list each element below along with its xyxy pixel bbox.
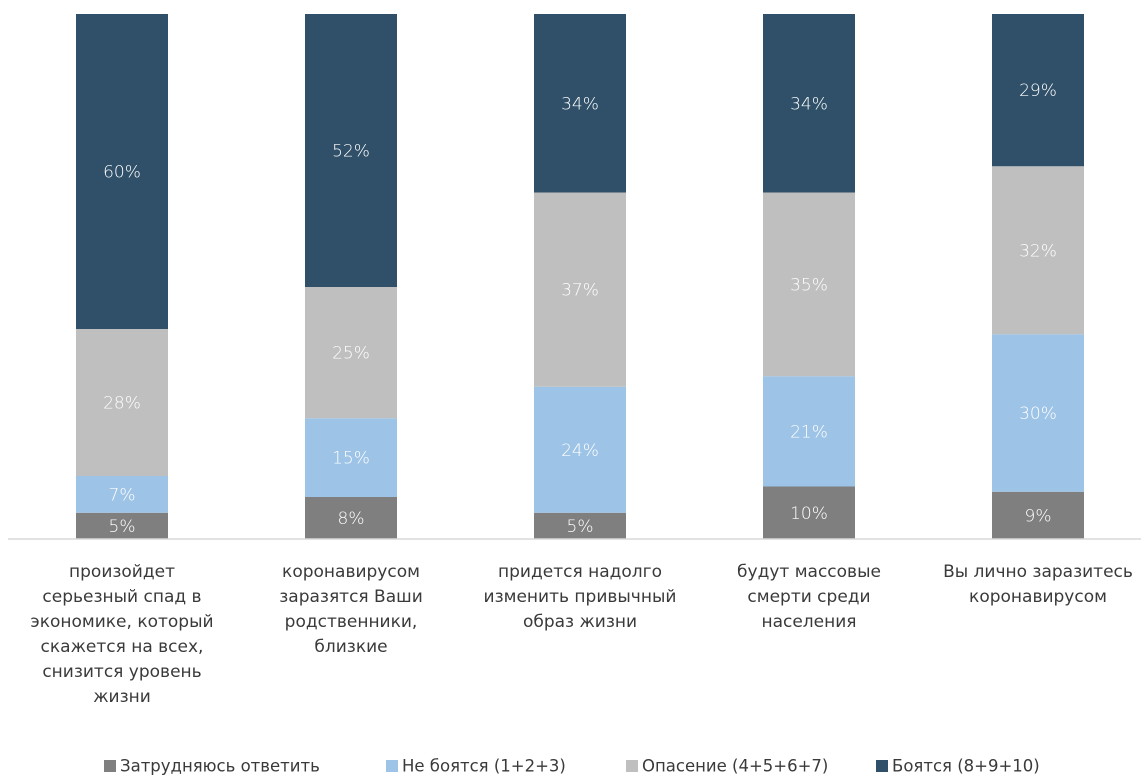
bar-segment-3-series-4 xyxy=(534,14,626,193)
legend-label-4: Боятся (8+9+10) xyxy=(892,757,1040,776)
data-label: 15% xyxy=(332,449,370,469)
data-label: 52% xyxy=(332,142,370,162)
bar-segment-3-series-3 xyxy=(534,192,626,387)
bar-segment-3-series-2 xyxy=(534,386,626,513)
bar-segment-3-series-1 xyxy=(534,512,626,539)
bar-segment-4-series-1 xyxy=(763,486,855,539)
data-label: 29% xyxy=(1019,81,1057,101)
bar-segment-2-series-3 xyxy=(305,287,397,419)
category-label-line: коронавирусом xyxy=(282,562,420,582)
data-label: 8% xyxy=(338,509,365,529)
bar-segment-4-series-2 xyxy=(763,376,855,487)
data-label: 34% xyxy=(561,94,599,114)
category-label-2: коронавирусом заразятся Ваши родственники,… xyxy=(279,562,423,657)
bar-segment-2-series-2 xyxy=(305,418,397,497)
legend-label-1: Затрудняюсь ответить xyxy=(120,757,320,776)
category-label-line: скажется на всех, xyxy=(41,637,204,657)
category-label-4: будут массовые смерти среди населения xyxy=(737,562,881,632)
legend-swatch-4 xyxy=(876,760,888,772)
category-label-line: придется надолго xyxy=(498,562,662,582)
category-label-3: придется надолго изменить привычный образ … xyxy=(484,562,677,632)
legend-label-2: Не боятся (1+2+3) xyxy=(402,757,566,776)
bar-segment-1-series-1 xyxy=(76,512,168,539)
bar-segment-2-series-4 xyxy=(305,14,397,287)
data-label: 9% xyxy=(1025,506,1052,526)
data-label: 34% xyxy=(790,94,828,114)
bar-segment-5-series-3 xyxy=(992,166,1084,335)
bar-segment-1-series-2 xyxy=(76,476,168,513)
category-label-line: будут массовые xyxy=(737,562,881,582)
bar-segment-1-series-3 xyxy=(76,329,168,476)
data-label: 60% xyxy=(103,163,141,183)
category-label-line: коронавирусом xyxy=(969,587,1107,607)
category-label-line: изменить привычный xyxy=(484,587,677,607)
bar-segment-4-series-3 xyxy=(763,192,855,377)
category-label-1: произойдет серьезный спад в экономике, кот… xyxy=(30,562,213,707)
data-label: 5% xyxy=(567,517,594,537)
category-label-line: снизится уровень xyxy=(42,662,201,682)
data-label: 5% xyxy=(109,517,136,537)
category-label-line: Вы лично заразитесь xyxy=(943,562,1133,582)
category-label-line: населения xyxy=(761,612,856,632)
data-label: 7% xyxy=(109,485,136,505)
bar-segment-1-series-4 xyxy=(76,14,168,329)
category-label-line: близкие xyxy=(314,637,387,657)
category-label-line: смерти среди xyxy=(747,587,870,607)
bar-segment-5-series-4 xyxy=(992,14,1084,167)
data-label: 30% xyxy=(1019,404,1057,424)
bar-segment-4-series-4 xyxy=(763,14,855,193)
data-label: 25% xyxy=(332,344,370,364)
bar-segment-5-series-2 xyxy=(992,334,1084,492)
category-labels: произойдет серьезный спад в экономике, кот… xyxy=(30,562,1133,707)
category-label-line: заразятся Ваши xyxy=(279,587,423,607)
bar-segment-2-series-1 xyxy=(305,497,397,539)
data-label: 21% xyxy=(790,422,828,442)
legend-swatch-2 xyxy=(386,760,398,772)
legend-label-3: Опасение (4+5+6+7) xyxy=(642,757,828,776)
category-label-line: серьезный спад в xyxy=(42,587,201,607)
data-label: 28% xyxy=(103,394,141,414)
bar-segment-5-series-1 xyxy=(992,491,1084,539)
data-label: 35% xyxy=(790,275,828,295)
category-label-line: родственники, xyxy=(285,612,418,632)
category-label-line: произойдет xyxy=(69,562,175,582)
category-label-5: Вы лично заразитесь коронавирусом xyxy=(943,562,1133,607)
data-label: 37% xyxy=(561,281,599,301)
category-label-line: жизни xyxy=(93,687,151,707)
legend-swatch-3 xyxy=(626,760,638,772)
category-label-line: образ жизни xyxy=(523,612,637,632)
bars-group: 5% 7% 28% 60% 8% 15% 25% 52% 5% 24% 37% 34% 10% 21% 35… xyxy=(76,14,1084,539)
data-label: 32% xyxy=(1019,241,1057,261)
data-label: 24% xyxy=(561,441,599,461)
legend-swatch-1 xyxy=(104,760,116,772)
legend: Затрудняюсь ответить Не боятся (1+2+3) Опа… xyxy=(104,757,1040,776)
data-label: 10% xyxy=(790,504,828,524)
category-label-line: экономике, который xyxy=(30,612,213,632)
